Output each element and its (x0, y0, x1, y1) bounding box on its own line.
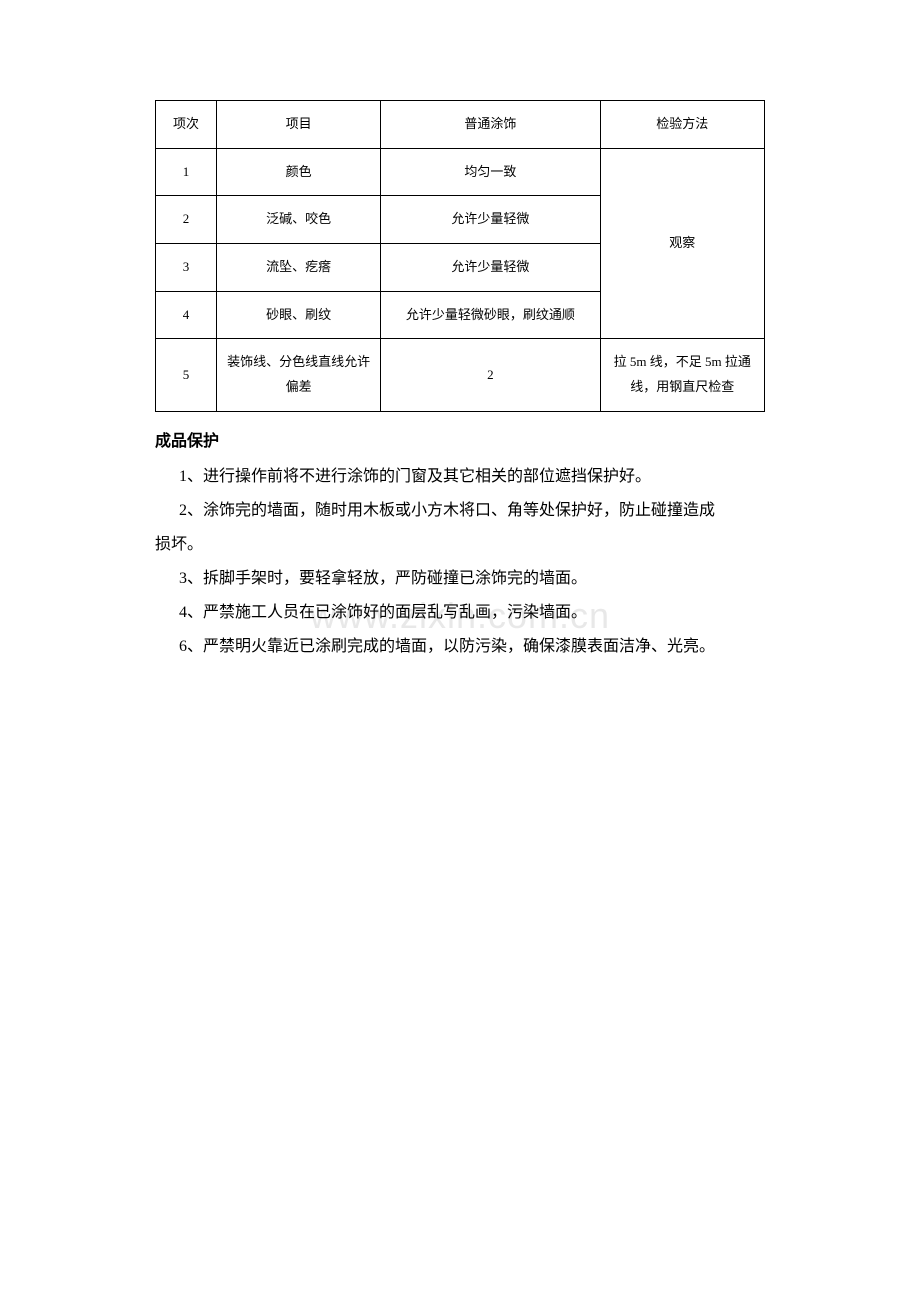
cell-item: 砂眼、刷纹 (216, 291, 380, 339)
paragraph-2a: 2、涂饰完的墙面，随时用木板或小方木将口、角等处保护好，防止碰撞造成 (155, 495, 765, 527)
cell-item: 装饰线、分色线直线允许偏差 (216, 339, 380, 411)
cell-spec: 允许少量轻微 (381, 196, 600, 244)
spec-table: 项次 项目 普通涂饰 检验方法 1 颜色 均匀一致 观察 2 泛碱、咬色 允许少… (155, 100, 765, 412)
paragraph-4: 4、严禁施工人员在已涂饰好的面层乱写乱画，污染墙面。 (155, 597, 765, 629)
cell-method1: 观察 (600, 148, 764, 339)
page-content: 项次 项目 普通涂饰 检验方法 1 颜色 均匀一致 观察 2 泛碱、咬色 允许少… (0, 0, 920, 663)
paragraph-3: 3、拆脚手架时，要轻拿轻放，严防碰撞已涂饰完的墙面。 (155, 563, 765, 595)
cell-num: 2 (156, 196, 217, 244)
table-row: 5 装饰线、分色线直线允许偏差 2 拉 5m 线，不足 5m 拉通线，用钢直尺检… (156, 339, 765, 411)
table-header-row: 项次 项目 普通涂饰 检验方法 (156, 101, 765, 149)
cell-method2: 拉 5m 线，不足 5m 拉通线，用钢直尺检查 (600, 339, 764, 411)
header-col1: 项次 (156, 101, 217, 149)
cell-num: 3 (156, 244, 217, 292)
header-col3: 普通涂饰 (381, 101, 600, 149)
cell-item: 泛碱、咬色 (216, 196, 380, 244)
cell-spec: 允许少量轻微 (381, 244, 600, 292)
cell-num: 5 (156, 339, 217, 411)
section-title: 成品保护 (155, 427, 765, 451)
header-col2: 项目 (216, 101, 380, 149)
cell-spec: 均匀一致 (381, 148, 600, 196)
header-col4: 检验方法 (600, 101, 764, 149)
cell-num: 4 (156, 291, 217, 339)
cell-num: 1 (156, 148, 217, 196)
paragraph-5: 6、严禁明火靠近已涂刷完成的墙面，以防污染，确保漆膜表面洁净、光亮。 (155, 631, 765, 663)
cell-item: 颜色 (216, 148, 380, 196)
paragraph-2b: 损坏。 (155, 529, 765, 561)
cell-spec: 2 (381, 339, 600, 411)
cell-spec: 允许少量轻微砂眼，刷纹通顺 (381, 291, 600, 339)
cell-item: 流坠、疙瘩 (216, 244, 380, 292)
table-row: 1 颜色 均匀一致 观察 (156, 148, 765, 196)
paragraph-1: 1、进行操作前将不进行涂饰的门窗及其它相关的部位遮挡保护好。 (155, 461, 765, 493)
